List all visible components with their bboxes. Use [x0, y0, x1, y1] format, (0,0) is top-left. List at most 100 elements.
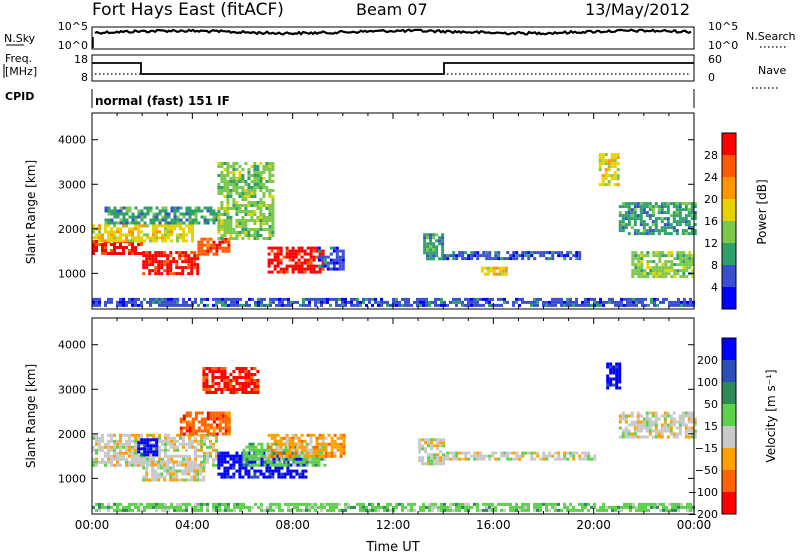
data-cell: [495, 266, 499, 270]
data-cell: [197, 505, 200, 509]
nsearch-tick-bottom: 10^0: [708, 39, 738, 52]
data-cell: [671, 502, 674, 506]
data-cell: [527, 505, 530, 509]
data-cell: [125, 463, 128, 467]
data-cell: [163, 463, 167, 467]
data-cell: [104, 300, 107, 304]
data-cell: [641, 297, 644, 301]
data-cell: [518, 454, 522, 458]
data-cell: [276, 252, 280, 256]
data-cell: [488, 508, 491, 512]
data-cell: [223, 385, 227, 388]
data-cell: [250, 382, 254, 385]
colorbar-tick-label: 28: [704, 149, 718, 162]
data-cell: [270, 270, 274, 274]
data-cell: [170, 209, 174, 213]
data-cell: [160, 472, 164, 476]
data-cell: [199, 466, 203, 470]
data-cell: [480, 266, 484, 270]
data-cell: [675, 205, 679, 209]
data-cell: [110, 236, 113, 240]
data-cell: [182, 230, 185, 234]
data-cell: [429, 242, 433, 246]
data-cell: [615, 386, 619, 390]
data-cell: [200, 445, 203, 449]
data-cell: [536, 508, 539, 512]
data-cell: [557, 297, 560, 301]
data-cell: [250, 388, 254, 391]
data-cell: [294, 267, 298, 271]
data-cell: [661, 272, 665, 276]
data-cell: [646, 251, 650, 255]
data-cell: [312, 445, 316, 449]
data-cell: [154, 254, 158, 258]
data-cell: [251, 457, 255, 461]
data-cell: [442, 456, 446, 460]
data-cell: [270, 249, 274, 253]
data-cell: [473, 297, 476, 301]
data-cell: [170, 505, 173, 509]
data-cell: [164, 502, 167, 506]
data-cell: [338, 267, 342, 271]
data-cell: [101, 239, 104, 243]
data-cell: [670, 266, 674, 270]
data-cell: [223, 472, 227, 476]
data-cell: [306, 433, 310, 437]
data-cell: [244, 463, 248, 467]
data-cell: [500, 451, 504, 455]
data-cell: [254, 451, 258, 455]
data-cell: [206, 502, 209, 506]
data-cell: [119, 252, 122, 255]
data-cell: [479, 451, 483, 455]
data-cell: [436, 444, 440, 448]
data-cell: [155, 218, 159, 222]
data-cell: [308, 457, 312, 461]
data-cell: [203, 249, 207, 253]
data-cell: [209, 417, 213, 421]
data-cell: [309, 451, 313, 455]
data-cell: [273, 267, 277, 271]
data-cell: [291, 448, 295, 452]
data-cell: [669, 432, 673, 436]
data-cell: [256, 382, 260, 385]
data-cell: [479, 457, 483, 461]
data-cell: [202, 370, 206, 373]
data-cell: [642, 223, 646, 227]
data-cell: [226, 210, 230, 213]
data-cell: [244, 234, 248, 237]
data-cell: [441, 257, 445, 261]
data-cell: [92, 252, 95, 255]
data-cell: [259, 198, 263, 201]
data-cell: [686, 303, 689, 307]
data-cell: [291, 442, 295, 446]
data-cell: [145, 251, 149, 255]
data-cell: [436, 453, 440, 457]
nsky-trace: [94, 28, 692, 36]
data-cell: [615, 371, 619, 375]
data-cell: [682, 272, 686, 276]
data-cell: [209, 206, 213, 210]
data-cell: [330, 439, 334, 443]
data-cell: [486, 269, 490, 273]
data-cell: [276, 249, 280, 253]
data-cell: [285, 270, 289, 274]
data-cell: [104, 239, 107, 243]
data-cell: [620, 297, 623, 301]
data-cell: [220, 388, 224, 391]
data-cell: [311, 297, 314, 301]
data-cell: [658, 254, 662, 258]
data-cell: [563, 303, 566, 307]
data-cell: [317, 505, 320, 509]
data-cell: [497, 457, 501, 461]
data-cell: [554, 508, 557, 512]
data-cell: [676, 263, 680, 267]
data-cell: [476, 454, 480, 458]
data-cell: [687, 220, 691, 224]
data-cell: [247, 174, 251, 177]
data-cell: [226, 376, 230, 379]
data-cell: [687, 202, 691, 206]
data-cell: [137, 303, 140, 307]
data-cell: [690, 414, 694, 418]
data-cell: [211, 367, 215, 370]
xtick-label: 16:00: [476, 518, 511, 532]
